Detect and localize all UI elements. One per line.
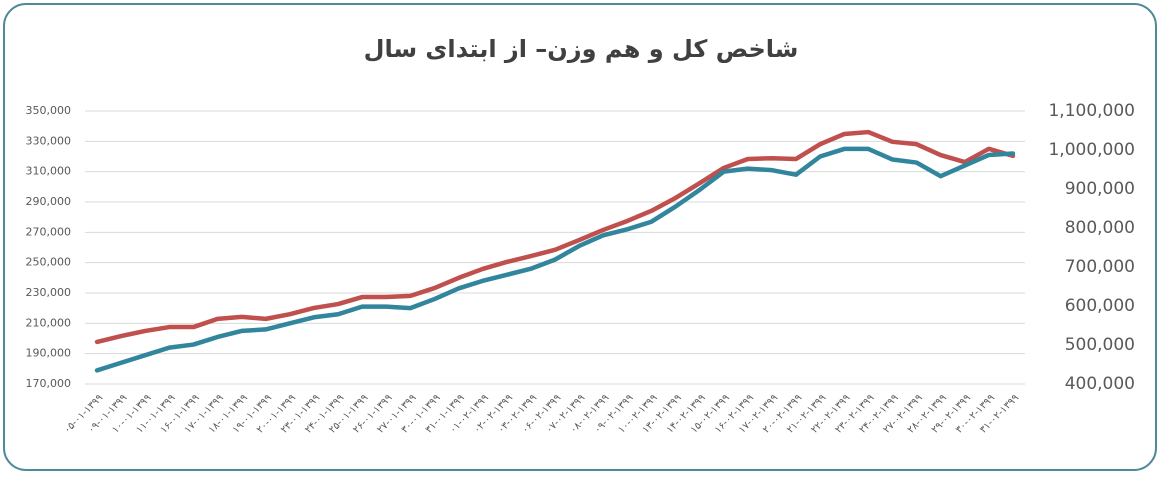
- y2-tick-label: 1,100,000: [1048, 101, 1135, 121]
- series-line: [94, 129, 1016, 345]
- y2-tick-label: 600,000: [1065, 296, 1135, 316]
- y-tick-label: 250,000: [26, 256, 72, 269]
- y-tick-label: 350,000: [26, 104, 72, 117]
- y-tick-label: 330,000: [26, 134, 72, 147]
- y2-tick-label: 700,000: [1065, 257, 1135, 277]
- y-tick-label: 270,000: [26, 225, 72, 238]
- y-tick-label: 210,000: [26, 316, 72, 329]
- y-tick-label: 190,000: [26, 347, 72, 360]
- y2-tick-label: 800,000: [1065, 218, 1135, 238]
- y2-tick-label: 1,000,000: [1048, 140, 1135, 160]
- y2-tick-label: 400,000: [1065, 374, 1135, 394]
- y2-tick-label: 900,000: [1065, 179, 1135, 199]
- y2-tick-label: 500,000: [1065, 335, 1135, 355]
- chart-title: شاخص کل و هم وزن– از ابتدای سال: [364, 35, 799, 63]
- y-tick-label: 230,000: [26, 286, 72, 299]
- y-tick-label: 170,000: [26, 377, 72, 390]
- y-tick-label: 290,000: [26, 195, 72, 208]
- series-line: [94, 146, 1016, 373]
- y-tick-label: 310,000: [26, 165, 72, 178]
